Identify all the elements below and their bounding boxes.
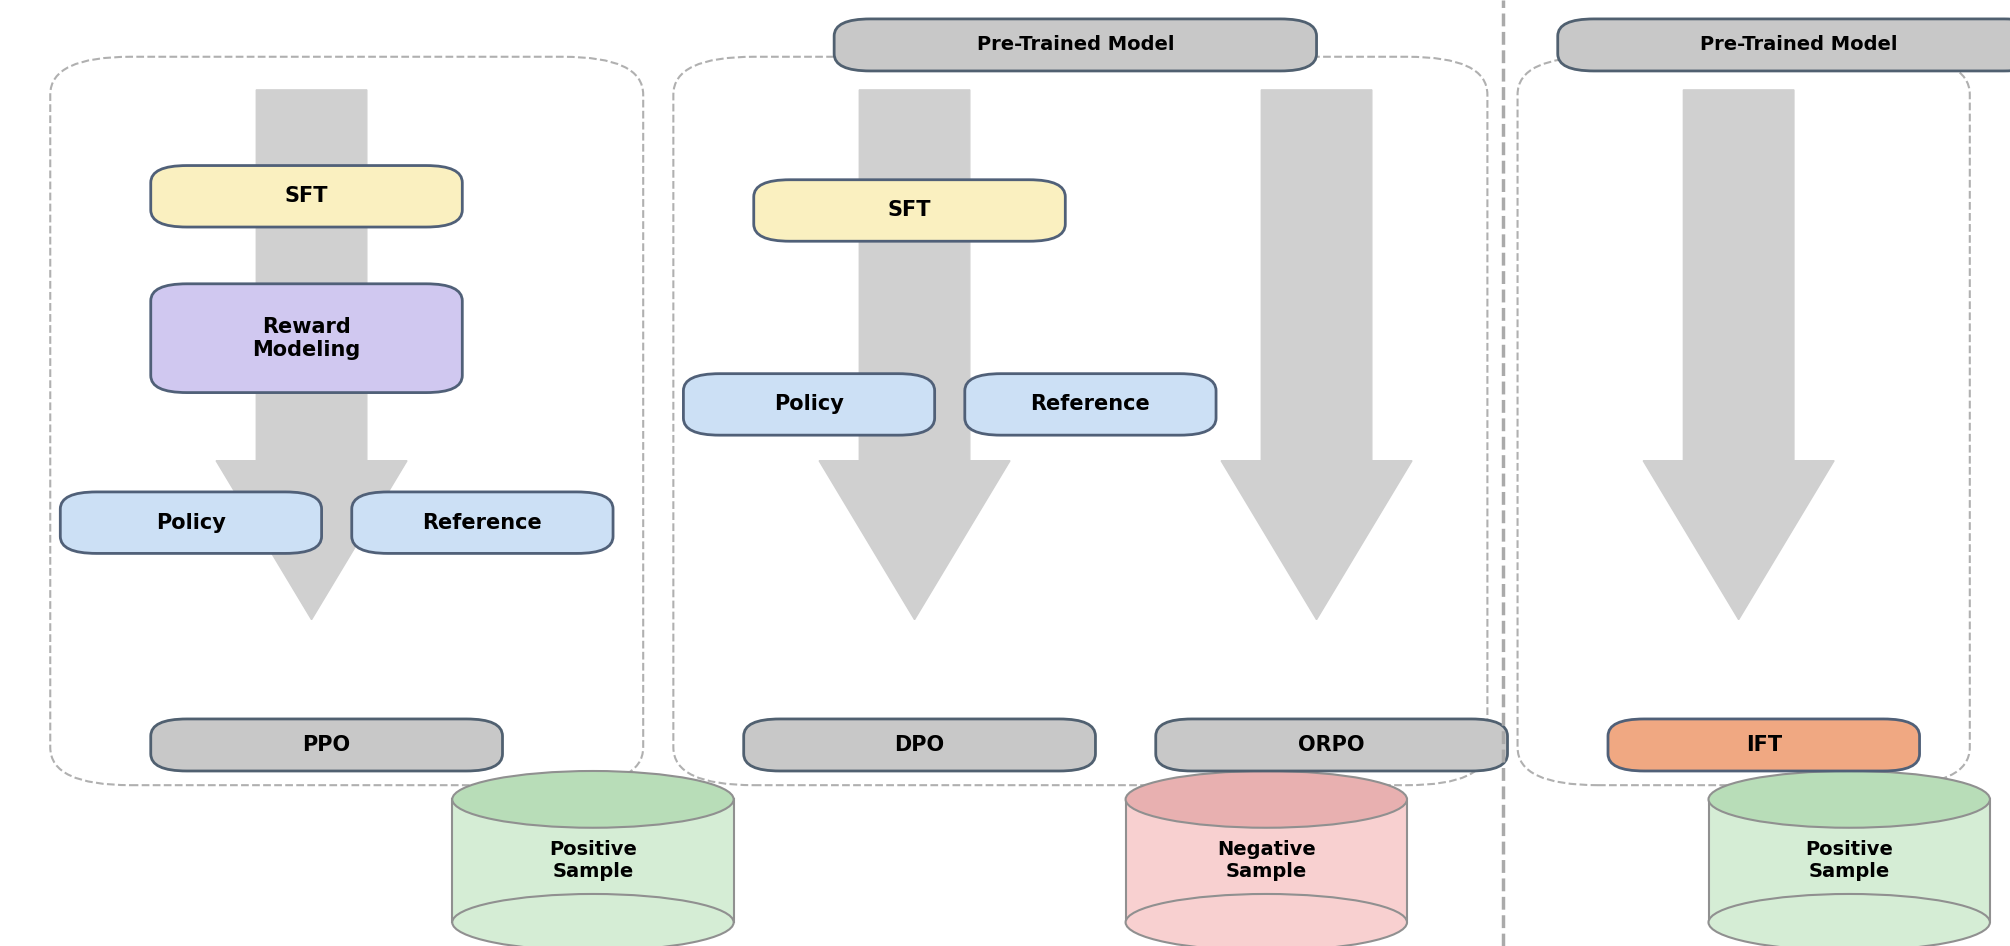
Polygon shape: [1644, 90, 1835, 620]
FancyBboxPatch shape: [151, 719, 502, 771]
FancyBboxPatch shape: [60, 492, 322, 553]
Text: DPO: DPO: [894, 735, 945, 755]
FancyBboxPatch shape: [1608, 719, 1920, 771]
Polygon shape: [217, 90, 408, 620]
Text: Reward
Modeling: Reward Modeling: [253, 317, 360, 359]
Text: Reference: Reference: [422, 513, 543, 533]
Text: Policy: Policy: [774, 394, 844, 414]
Ellipse shape: [452, 771, 734, 828]
FancyBboxPatch shape: [151, 284, 462, 393]
Text: Reference: Reference: [1031, 394, 1150, 414]
Text: Positive
Sample: Positive Sample: [549, 840, 637, 882]
Ellipse shape: [452, 894, 734, 946]
Polygon shape: [1222, 90, 1411, 620]
FancyBboxPatch shape: [754, 180, 1065, 241]
FancyBboxPatch shape: [352, 492, 613, 553]
Text: Policy: Policy: [157, 513, 225, 533]
Ellipse shape: [1708, 771, 1990, 828]
Text: IFT: IFT: [1747, 735, 1781, 755]
Text: ORPO: ORPO: [1298, 735, 1365, 755]
FancyBboxPatch shape: [1558, 19, 2010, 71]
Bar: [452, 799, 734, 922]
Ellipse shape: [1126, 771, 1407, 828]
Ellipse shape: [1126, 894, 1407, 946]
Text: SFT: SFT: [888, 201, 931, 220]
FancyBboxPatch shape: [744, 719, 1095, 771]
Text: Pre-Trained Model: Pre-Trained Model: [1700, 35, 1897, 55]
Text: SFT: SFT: [285, 186, 328, 206]
Bar: [1126, 799, 1407, 922]
FancyBboxPatch shape: [834, 19, 1317, 71]
FancyBboxPatch shape: [151, 166, 462, 227]
Ellipse shape: [1708, 894, 1990, 946]
FancyBboxPatch shape: [965, 374, 1216, 435]
Text: Negative
Sample: Negative Sample: [1216, 840, 1317, 882]
Text: Positive
Sample: Positive Sample: [1805, 840, 1893, 882]
Text: Pre-Trained Model: Pre-Trained Model: [977, 35, 1174, 55]
Bar: [1708, 799, 1990, 922]
Text: PPO: PPO: [304, 735, 350, 755]
Polygon shape: [820, 90, 1011, 620]
FancyBboxPatch shape: [1156, 719, 1508, 771]
FancyBboxPatch shape: [683, 374, 935, 435]
